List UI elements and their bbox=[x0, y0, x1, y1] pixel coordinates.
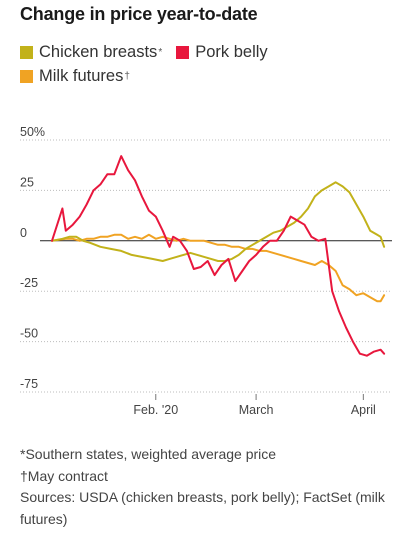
series-line-pork-belly bbox=[51, 155, 386, 357]
legend-label-pork-belly: Pork belly bbox=[195, 42, 268, 61]
chart-title: Change in price year-to-date bbox=[20, 4, 258, 24]
grid-layer bbox=[20, 139, 392, 393]
axis-layer bbox=[40, 240, 392, 400]
y-tick-label: 0 bbox=[20, 226, 27, 240]
legend-swatch-chicken-breasts bbox=[20, 45, 33, 59]
x-tick-label: Feb. '20 bbox=[133, 403, 178, 417]
series-layer bbox=[51, 155, 386, 357]
y-tick-label: -25 bbox=[20, 276, 38, 290]
footnote-may-contract: †May contract bbox=[20, 467, 108, 484]
legend: Chicken breasts * Pork belly Milk futures… bbox=[20, 40, 390, 88]
y-tick-label: 25 bbox=[20, 175, 34, 189]
legend-item-pork-belly: Pork belly bbox=[176, 42, 268, 62]
footnote-southern-states: *Southern states, weighted average price bbox=[20, 446, 277, 462]
legend-label-milk-futures: Milk futures bbox=[39, 66, 124, 85]
legend-mark-chicken-breasts: * bbox=[158, 46, 163, 58]
legend-mark-milk-futures: † bbox=[124, 70, 130, 82]
legend-item-milk-futures: Milk futures † bbox=[20, 67, 130, 86]
footnote-sources: Sources: USDA (chicken breasts, pork bel… bbox=[20, 489, 385, 527]
y-tick-label: -50 bbox=[20, 327, 38, 341]
legend-swatch-milk-futures bbox=[20, 69, 33, 83]
footnotes: *Southern states, weighted average price… bbox=[20, 444, 390, 530]
series-line-chicken-breasts bbox=[51, 181, 386, 262]
legend-row-2: Milk futures † bbox=[20, 64, 390, 88]
legend-swatch-pork-belly bbox=[176, 45, 190, 59]
y-tick-label: 50% bbox=[20, 125, 45, 139]
tick-label-layer: 50% 25 0 -25 -50 -75 Feb. '20 March April bbox=[20, 125, 376, 417]
x-tick-label: March bbox=[239, 403, 274, 417]
legend-label-chicken-breasts: Chicken breasts bbox=[39, 42, 158, 61]
legend-row-1: Chicken breasts * Pork belly bbox=[20, 40, 390, 64]
y-tick-label: -75 bbox=[20, 377, 38, 391]
legend-item-chicken-breasts: Chicken breasts * bbox=[20, 43, 162, 62]
x-tick-label: April bbox=[351, 403, 376, 417]
series-line-milk-futures bbox=[51, 233, 386, 303]
